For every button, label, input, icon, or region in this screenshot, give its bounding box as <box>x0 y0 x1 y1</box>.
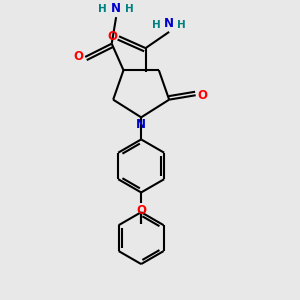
Text: H: H <box>152 20 161 30</box>
Text: O: O <box>108 30 118 43</box>
Text: O: O <box>73 50 83 63</box>
Text: H: H <box>125 4 134 14</box>
Text: N: N <box>136 118 146 131</box>
Text: O: O <box>198 89 208 102</box>
Text: N: N <box>111 2 121 15</box>
Text: O: O <box>136 204 146 217</box>
Text: H: H <box>177 20 186 30</box>
Text: H: H <box>98 4 107 14</box>
Text: N: N <box>164 17 174 30</box>
